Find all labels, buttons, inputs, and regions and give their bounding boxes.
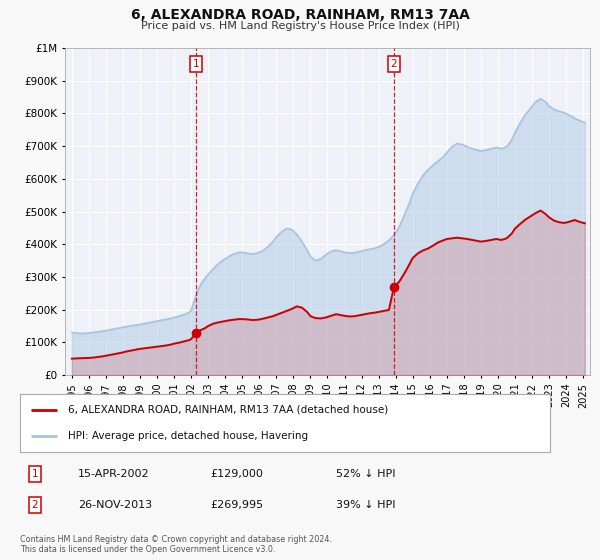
Text: 39% ↓ HPI: 39% ↓ HPI — [336, 500, 395, 510]
Text: 2: 2 — [31, 500, 38, 510]
Text: 1: 1 — [31, 469, 38, 479]
Text: 6, ALEXANDRA ROAD, RAINHAM, RM13 7AA (detached house): 6, ALEXANDRA ROAD, RAINHAM, RM13 7AA (de… — [68, 405, 388, 414]
Text: £269,995: £269,995 — [210, 500, 263, 510]
Text: HPI: Average price, detached house, Havering: HPI: Average price, detached house, Have… — [68, 431, 308, 441]
Text: £129,000: £129,000 — [210, 469, 263, 479]
Text: 2: 2 — [391, 59, 397, 69]
Text: Price paid vs. HM Land Registry's House Price Index (HPI): Price paid vs. HM Land Registry's House … — [140, 21, 460, 31]
Text: 1: 1 — [193, 59, 199, 69]
Text: 6, ALEXANDRA ROAD, RAINHAM, RM13 7AA: 6, ALEXANDRA ROAD, RAINHAM, RM13 7AA — [131, 8, 469, 22]
Text: 15-APR-2002: 15-APR-2002 — [78, 469, 149, 479]
Text: Contains HM Land Registry data © Crown copyright and database right 2024.
This d: Contains HM Land Registry data © Crown c… — [20, 535, 332, 554]
Text: 52% ↓ HPI: 52% ↓ HPI — [336, 469, 395, 479]
Text: 26-NOV-2013: 26-NOV-2013 — [78, 500, 152, 510]
